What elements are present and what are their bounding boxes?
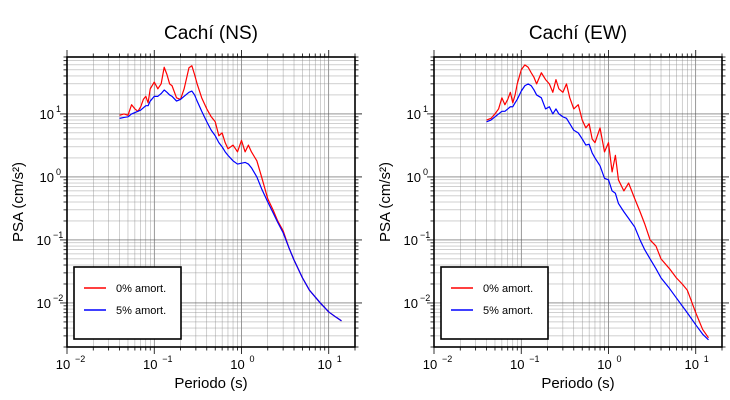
series-line-1 — [486, 83, 709, 341]
legend-box — [73, 266, 182, 340]
x-tick-label: 10 — [423, 357, 437, 372]
series-layer — [119, 65, 342, 322]
x-tick-label: 10 — [318, 357, 332, 372]
legend: 0% amort. 5% amort. — [73, 266, 182, 340]
series-line-0 — [119, 65, 342, 322]
y-tick-label-exponent: 0 — [423, 167, 428, 177]
y-tick-label: 10 — [407, 107, 421, 122]
y-tick-label-exponent: −2 — [53, 293, 63, 303]
x-tick-label: 10 — [56, 357, 70, 372]
plot-frame — [433, 56, 723, 348]
y-tick-label: 10 — [404, 296, 418, 311]
x-tick-labels: 10 −2 10 −1 10 0 10 1 — [56, 354, 342, 372]
chart-title: Cachí (NS) — [164, 23, 258, 44]
y-tick-label: 10 — [40, 107, 54, 122]
x-tick-label: 10 — [510, 357, 524, 372]
x-tick-label: 10 — [685, 357, 699, 372]
y-axis-label: PSA (cm/s²) — [377, 162, 394, 242]
x-tick-label-exponent: 0 — [616, 354, 621, 364]
y-tick-label-exponent: −1 — [420, 230, 430, 240]
y-tick-label-exponent: −1 — [53, 230, 63, 240]
y-tick-label: 10 — [407, 170, 421, 185]
y-tick-label: 10 — [404, 233, 418, 248]
grid-lines — [66, 56, 356, 348]
x-tick-label-exponent: −1 — [529, 354, 539, 364]
x-tick-label-exponent: −2 — [75, 354, 85, 364]
y-tick-label: 10 — [37, 296, 51, 311]
plot-frame — [66, 56, 356, 348]
legend-label-1: 5% amort. — [483, 305, 533, 317]
x-tick-label: 10 — [597, 357, 611, 372]
legend-box — [440, 266, 549, 340]
y-tick-label: 10 — [37, 233, 51, 248]
x-axis-label: Periodo (s) — [541, 375, 614, 392]
y-tick-label-exponent: 1 — [56, 104, 61, 114]
x-tick-label-exponent: −2 — [442, 354, 452, 364]
y-tick-label-exponent: 0 — [56, 167, 61, 177]
y-axis-label: PSA (cm/s²) — [10, 162, 27, 242]
x-tick-label-exponent: 0 — [249, 354, 254, 364]
series-layer — [486, 64, 709, 341]
x-axis-label: Periodo (s) — [174, 375, 247, 392]
series-line-1 — [119, 89, 342, 322]
x-tick-label: 10 — [230, 357, 244, 372]
y-tick-label-exponent: 1 — [423, 104, 428, 114]
x-tick-label-exponent: 1 — [704, 354, 709, 364]
x-tick-label-exponent: −1 — [162, 354, 172, 364]
x-tick-label: 10 — [143, 357, 157, 372]
legend-label-0: 0% amort. — [483, 283, 533, 295]
y-tick-label-exponent: −2 — [420, 293, 430, 303]
chart-title: Cachí (EW) — [529, 23, 627, 44]
x-tick-label-exponent: 1 — [337, 354, 342, 364]
y-tick-label: 10 — [40, 170, 54, 185]
legend: 0% amort. 5% amort. — [440, 266, 549, 340]
series-line-0 — [486, 64, 709, 339]
legend-label-1: 5% amort. — [116, 305, 166, 317]
x-tick-labels: 10 −2 10 −1 10 0 10 1 — [423, 354, 709, 372]
legend-label-0: 0% amort. — [116, 283, 166, 295]
